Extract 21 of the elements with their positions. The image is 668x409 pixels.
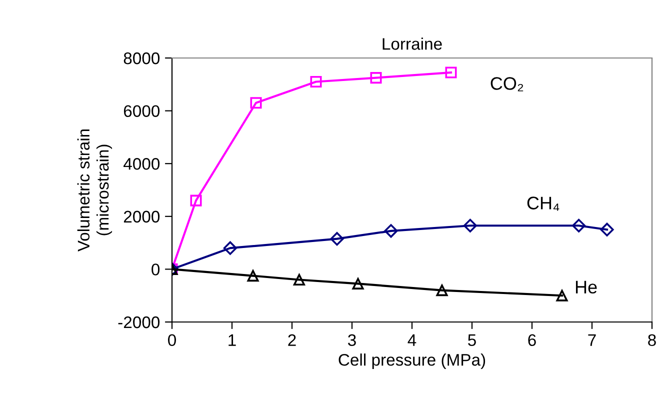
y-tick-label: 0 — [152, 264, 160, 276]
chart-title: Lorraine — [382, 38, 442, 50]
x-tick-label: 8 — [648, 334, 656, 346]
y-axis-title: Volumetric strain (microstrain) — [77, 129, 112, 252]
x-tick-label: 2 — [288, 334, 296, 346]
y-tick-label: -2000 — [118, 316, 160, 328]
y-tick-label: 6000 — [124, 105, 160, 118]
x-tick-label: 1 — [228, 334, 236, 346]
x-axis-title: Cell pressure (MPa) — [338, 354, 486, 370]
y-tick-label: 4000 — [124, 158, 160, 170]
x-tick-label: 5 — [468, 334, 476, 346]
x-tick-label: 3 — [348, 334, 356, 346]
x-tick-label: 6 — [528, 334, 536, 346]
series-label: He — [576, 280, 597, 294]
y-tick-label: 8000 — [124, 52, 160, 64]
x-tick-label: 7 — [588, 334, 596, 346]
series-label: CO₂ — [490, 77, 524, 92]
x-tick-label: 0 — [168, 334, 176, 346]
x-tick-label: 4 — [408, 334, 416, 346]
y-tick-label: 2000 — [124, 210, 160, 223]
series-label: CH₄ — [527, 196, 560, 211]
